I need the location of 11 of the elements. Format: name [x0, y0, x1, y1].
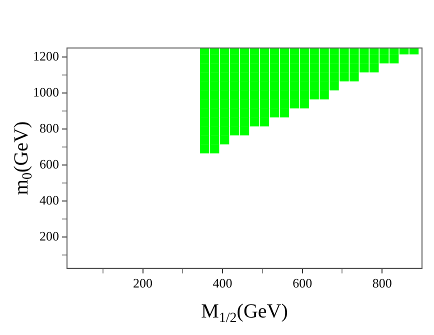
y-tick-label: 600: [40, 156, 59, 172]
x-tick-label: 200: [133, 276, 153, 291]
y-axis-title: m0(GeV): [10, 121, 36, 196]
y-tick-label: 1000: [33, 84, 59, 100]
y-tick-label: 800: [40, 120, 59, 136]
x-tick-label: 400: [212, 276, 232, 291]
y-tick-label: 200: [40, 228, 59, 244]
x-tick-label: 800: [372, 276, 392, 291]
y-tick-label: 1200: [33, 48, 59, 64]
y-tick-label: 400: [40, 192, 59, 208]
x-tick-label: 600: [292, 276, 312, 291]
